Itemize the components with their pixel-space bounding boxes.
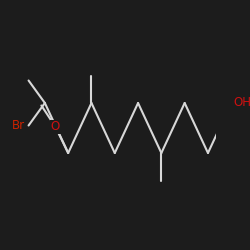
Text: OH: OH — [234, 96, 250, 110]
Text: O: O — [51, 120, 60, 133]
Text: Br: Br — [12, 119, 25, 132]
